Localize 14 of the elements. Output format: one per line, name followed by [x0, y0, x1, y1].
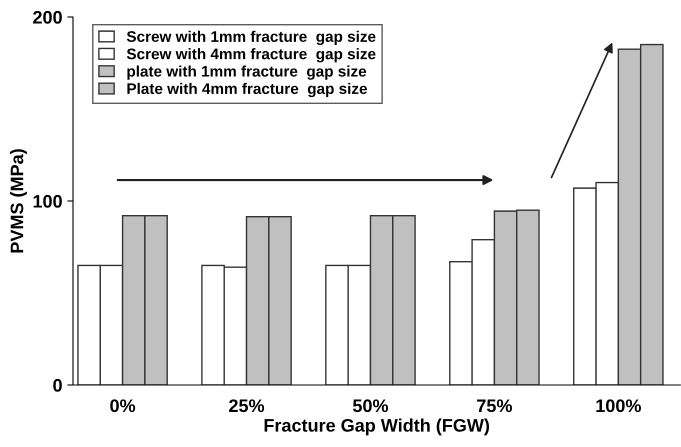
- x-tick-label: 50%: [352, 399, 388, 412]
- legend-label: Screw with 1mm fracture gap size: [126, 30, 376, 46]
- y-tick-label: 100: [34, 194, 62, 208]
- x-axis-title: Fracture Gap Width (FGW): [264, 418, 490, 436]
- legend-label: Plate with 4mm fracture gap size: [127, 82, 367, 98]
- x-tick-label: 25%: [229, 399, 264, 412]
- legend-label: plate with 1mm fracture gap size: [127, 65, 366, 80]
- x-tick-label: 75%: [477, 399, 512, 412]
- legend-label: Screw with 4mm fracture gap size: [126, 48, 376, 62]
- x-tick-label: 0%: [110, 399, 136, 412]
- y-axis-title: PVMS (MPa): [10, 149, 27, 252]
- y-tick-label: 0: [53, 378, 62, 392]
- y-tick-label: 200: [33, 10, 62, 24]
- x-tick-label: 100%: [596, 399, 641, 412]
